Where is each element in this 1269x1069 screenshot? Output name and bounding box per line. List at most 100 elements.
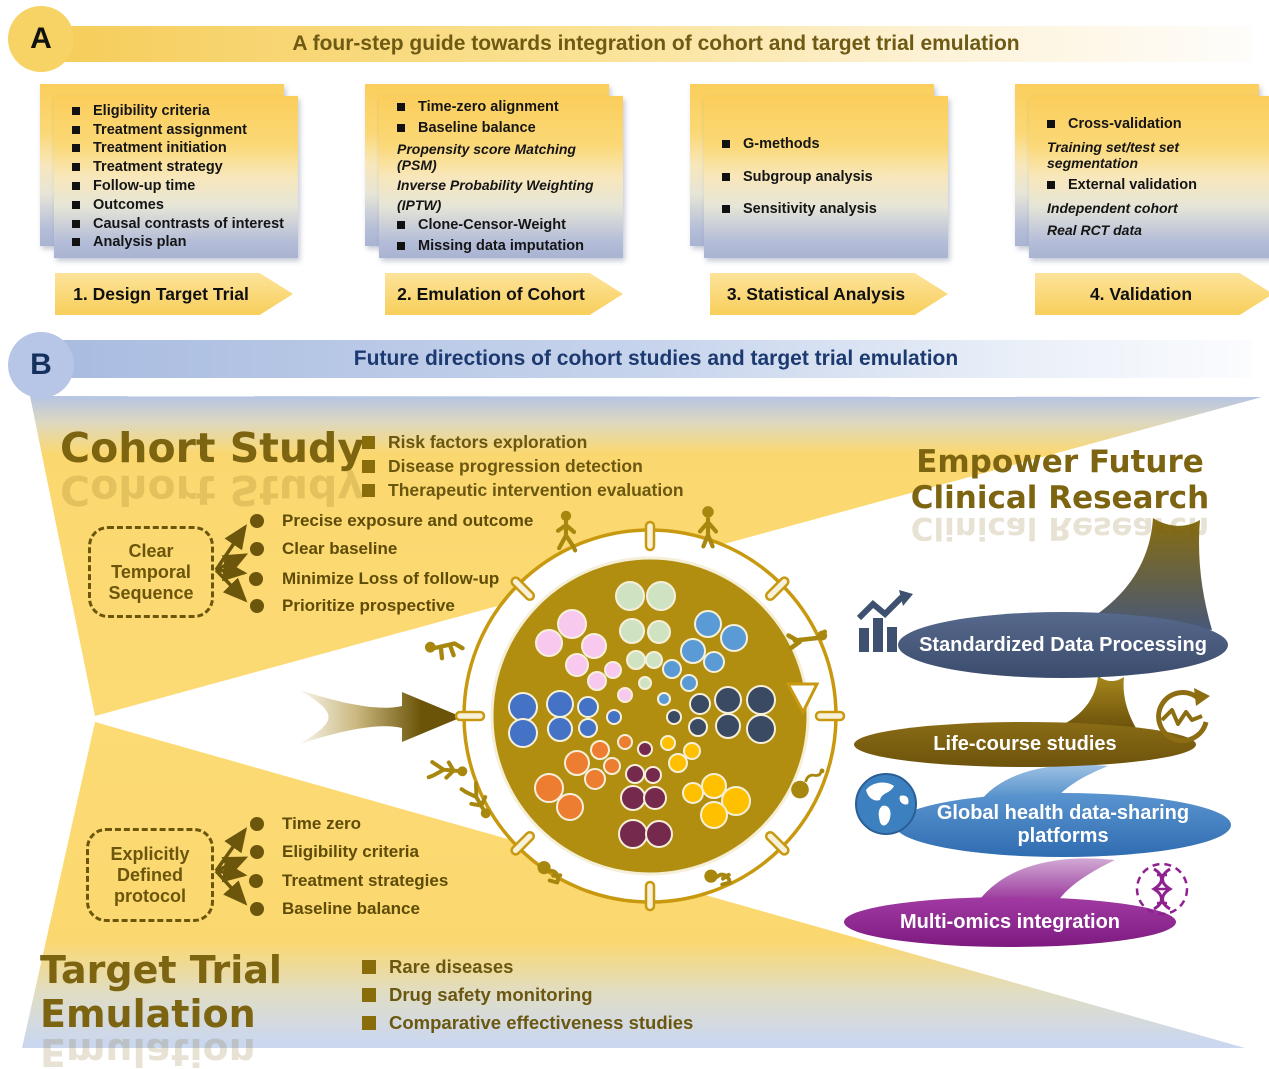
cohort-dot-maroon [644, 766, 662, 784]
step-arrow-banner: 2. Emulation of Cohort [385, 273, 623, 315]
cohort-principle-label: Minimize Loss of follow-up [282, 569, 500, 588]
square-bullet-icon [72, 106, 80, 115]
banner-cycle-chart: Life-course studies [854, 722, 1196, 767]
walking-person-icon [555, 510, 578, 553]
card-item: (IPTW) [395, 197, 619, 213]
cohort-dot-pink [565, 653, 589, 677]
square-bullet-icon [72, 182, 80, 190]
square-bullet-icon [722, 205, 730, 214]
clock-pointer-icon [785, 682, 820, 716]
round-bullet-icon [250, 902, 264, 916]
list-item-label: Therapeutic intervention evaluation [388, 479, 684, 500]
banner-label: platforms [1017, 825, 1109, 847]
banner-label: Life-course studies [933, 733, 1117, 755]
cohort-dot-gold [721, 786, 751, 816]
cohort-dot-dark-slate [666, 709, 682, 725]
integration-arrow [300, 690, 462, 744]
card-item-label: Eligibility criteria [93, 102, 210, 119]
cohort-dot-pink [587, 671, 607, 691]
standing-person-icon [697, 506, 719, 549]
baby-icon [704, 869, 732, 887]
card-item: Sensitivity analysis [720, 201, 944, 218]
cohort-dot-sky-blue [680, 674, 698, 692]
round-bullet-icon [249, 572, 263, 586]
cohort-dot-maroon [625, 764, 645, 784]
card-item: Causal contrasts of interest [70, 216, 294, 233]
card-item-label: Training set/test set segmentation [1047, 138, 1180, 171]
cohort-dot-pink [581, 633, 607, 659]
card-item: Independent cohort [1045, 200, 1269, 216]
square-bullet-icon [397, 123, 405, 132]
card-item-label: Analysis plan [93, 234, 187, 251]
cohort-dot-dark-slate [688, 717, 708, 737]
cohort-dot-light-green [645, 651, 663, 669]
card-item-label: Treatment strategy [93, 159, 223, 176]
cohort-dot-royal-blue [546, 690, 574, 718]
swimming-person-icon [786, 629, 828, 651]
tte-application-item: Rare diseases [362, 953, 513, 981]
card-item-label: Time-zero alignment [418, 98, 559, 115]
step-arrow-label: 3. Statistical Analysis [726, 283, 906, 304]
cohort-dot-sky-blue [680, 638, 706, 664]
clock-tick [510, 576, 536, 602]
tte-principle-label: Baseline balance [282, 899, 420, 918]
panel-a-badge: A [8, 6, 74, 72]
card-item-label: Real RCT data [1047, 222, 1142, 239]
card-item: Propensity score Matching (PSM) [395, 141, 619, 173]
cohort-dot-light-green [638, 676, 652, 690]
square-bullet-icon [72, 219, 80, 228]
round-bullet-icon [250, 599, 264, 613]
banner-label: Global health data-sharing [936, 802, 1190, 824]
square-bullet-icon [1047, 119, 1055, 128]
clock-tick [764, 830, 790, 856]
card-item-label: Clone-Censor-Weight [418, 217, 566, 234]
globe-icon [855, 773, 917, 835]
cohort-dot-light-green [647, 620, 671, 644]
step-arrow-label: 1. Design Target Trial [73, 283, 249, 304]
card-item: Outcomes [70, 197, 294, 214]
square-bullet-icon [362, 988, 376, 1002]
card-item: G-methods [720, 136, 944, 153]
cohort-dot-gold [700, 801, 728, 829]
cohort-dot-pink [535, 629, 563, 657]
cohort-dot-pink [617, 687, 633, 703]
cohort-dot-dark-slate [746, 685, 776, 715]
step-card: Eligibility criteria Treatment assignment… [54, 96, 298, 258]
card-item: Missing data imputation [395, 238, 619, 255]
cohort-dot-orange [584, 768, 606, 790]
clock-tick [644, 880, 656, 912]
cohort-study-title: Cohort Study Cohort Study [60, 424, 365, 514]
banner-bar-chart: Standardized Data Processing [898, 612, 1228, 678]
card-item-label: Treatment assignment [93, 121, 247, 138]
step-arrow-banner: 4. Validation [1035, 273, 1269, 315]
cohort-application-item: Therapeutic intervention evaluation [362, 478, 684, 502]
falling-person-icon [459, 781, 491, 819]
cohort-dot-light-green [619, 618, 645, 644]
fan-arrow [215, 560, 248, 582]
square-bullet-icon [1047, 181, 1055, 189]
clock-tick [454, 710, 486, 722]
banner-label: Standardized Data Processing [919, 633, 1207, 656]
square-bullet-icon [72, 144, 80, 153]
card-item-label: Sensitivity analysis [743, 201, 877, 218]
panel-a-title: A four-step guide towards integration of… [60, 26, 1252, 62]
clock-tick [764, 576, 790, 602]
square-bullet-icon [362, 1016, 376, 1030]
cohort-dot-orange [564, 750, 590, 776]
card-item: Follow-up time [70, 178, 294, 195]
cohort-dot-dark-slate [746, 714, 776, 744]
step-arrow-label: 4. Validation [1089, 283, 1193, 304]
clock-tick [814, 710, 846, 722]
step-arrow-banner: 1. Design Target Trial [55, 273, 293, 315]
fan-arrow [214, 869, 248, 906]
banner-globe: Global health data-sharing platforms [895, 793, 1231, 857]
cohort-dot-royal-blue [508, 692, 538, 722]
dna-icon [1135, 862, 1189, 916]
card-item-label: (IPTW) [397, 197, 442, 214]
square-bullet-icon [72, 238, 80, 247]
cohort-dot-maroon [620, 785, 646, 811]
fan-arrow [214, 524, 247, 571]
cohort-dot-gold [701, 773, 727, 799]
card-item-label: Propensity score Matching (PSM) [397, 140, 576, 173]
banner-label: Multi-omics integration [900, 910, 1120, 933]
